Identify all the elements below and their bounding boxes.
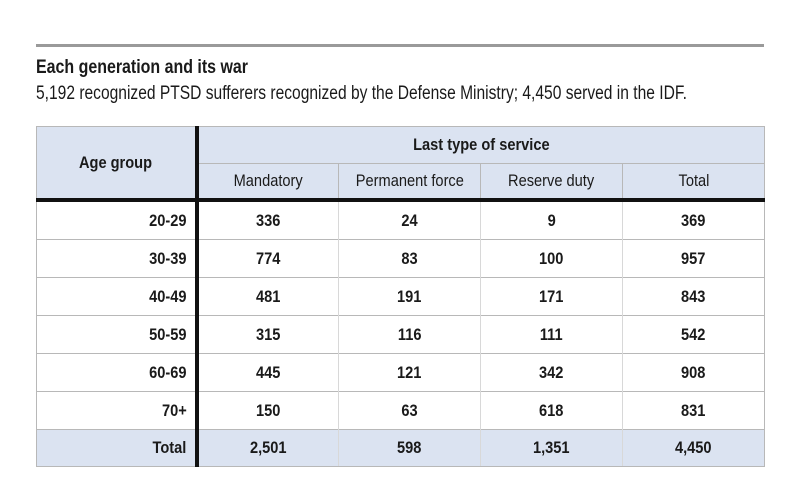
chart-title: Each generation and its war [36, 57, 248, 78]
top-rule [36, 44, 764, 47]
cell-value: 24 [401, 210, 418, 230]
value-cell: 843 [622, 277, 765, 316]
cell-value: 100 [539, 248, 564, 268]
value-cell: 83 [338, 239, 481, 278]
value-cell: 342 [480, 353, 623, 392]
chart-subtitle: 5,192 recognized PTSD sufferers recogniz… [36, 83, 687, 104]
table-row: 40-49 481 191 171 843 [36, 277, 765, 316]
cell-value: 121 [397, 362, 422, 382]
cell-value: 171 [539, 286, 564, 306]
cell-value: 598 [397, 438, 422, 457]
cell-value: 111 [540, 324, 563, 344]
column-header-mandatory: Mandatory [196, 163, 339, 200]
cell-value: 369 [681, 210, 706, 230]
value-cell: 2,501 [196, 429, 339, 467]
value-cell: 369 [622, 198, 765, 240]
value-cell: 445 [196, 353, 339, 392]
value-cell: 618 [480, 391, 623, 430]
value-cell: 774 [196, 239, 339, 278]
table-row: 60-69 445 121 342 908 [36, 353, 765, 392]
value-cell: 481 [196, 277, 339, 316]
cell-value: 831 [681, 400, 706, 420]
row-label-cell: 70+ [36, 391, 199, 430]
value-cell: 957 [622, 239, 765, 278]
cell-value: 336 [256, 210, 281, 230]
cell-value: 957 [681, 248, 706, 268]
table-row: 70+ 150 63 618 831 [36, 391, 765, 430]
header-row-group: Age group Last type of service [36, 126, 765, 201]
cell-value: 4,450 [675, 438, 712, 457]
column-header-label: Permanent force [355, 171, 464, 190]
cell-value: 843 [681, 286, 706, 306]
value-cell: 111 [480, 315, 623, 354]
cell-value: 542 [681, 324, 706, 344]
cell-value: 116 [397, 324, 422, 344]
row-label: 20-29 [149, 210, 187, 230]
cell-value: 481 [256, 286, 281, 306]
value-cell: 336 [196, 198, 339, 240]
value-cell: 121 [338, 353, 481, 392]
value-cell: 315 [196, 315, 339, 354]
cell-value: 618 [539, 400, 564, 420]
total-row: Total 2,501 598 1,351 4,450 [36, 429, 765, 467]
value-cell: 171 [480, 277, 623, 316]
row-label: 60-69 [149, 362, 187, 382]
column-group-header: Last type of service [196, 126, 765, 164]
row-label-cell: 30-39 [36, 239, 199, 278]
column-header-reserve-duty: Reserve duty [480, 163, 623, 200]
column-group-label: Last type of service [412, 135, 550, 154]
row-label-cell: 50-59 [36, 315, 199, 354]
cell-value: 774 [256, 248, 281, 268]
value-cell: 100 [480, 239, 623, 278]
row-label: 50-59 [149, 324, 187, 344]
value-cell: 598 [338, 429, 481, 467]
cell-value: 2,501 [249, 438, 287, 457]
row-label: 40-49 [149, 286, 187, 306]
cell-value: 342 [539, 362, 564, 382]
table-body: 20-29 336 24 9 369 30-39 774 83 100 957 40-49 481 19… [36, 198, 765, 467]
cell-value: 191 [397, 286, 422, 306]
row-label: 70+ [161, 400, 187, 420]
cell-value: 63 [401, 400, 418, 420]
value-cell: 9 [480, 198, 623, 240]
row-label-cell: Total [36, 429, 199, 467]
cell-value: 9 [547, 210, 556, 230]
column-header-label: Reserve duty [508, 171, 595, 190]
value-cell: 4,450 [622, 429, 765, 467]
column-header-permanent-force: Permanent force [338, 163, 481, 200]
cell-value: 83 [401, 248, 418, 268]
cell-value: 1,351 [533, 438, 570, 457]
value-cell: 542 [622, 315, 765, 354]
row-header-cell: Age group [36, 126, 199, 201]
cell-value: 315 [256, 324, 281, 344]
value-cell: 908 [622, 353, 765, 392]
column-header-total: Total [622, 163, 765, 200]
cell-value: 908 [681, 362, 706, 382]
column-header-label: Total [678, 171, 709, 190]
value-cell: 150 [196, 391, 339, 430]
row-label-cell: 20-29 [36, 198, 199, 240]
row-header-label: Age group [79, 152, 153, 172]
column-header-label: Mandatory [233, 171, 303, 190]
row-label: Total [152, 438, 187, 457]
row-label-cell: 40-49 [36, 277, 199, 316]
value-cell: 116 [338, 315, 481, 354]
table-row: 20-29 336 24 9 369 [36, 198, 765, 240]
value-cell: 831 [622, 391, 765, 430]
value-cell: 1,351 [480, 429, 623, 467]
table-row: 30-39 774 83 100 957 [36, 239, 765, 278]
header-row-columns: Mandatory Permanent force Reserve duty Tota… [36, 163, 765, 200]
row-label: 30-39 [149, 248, 187, 268]
data-table-container: Age group Last type of service Mandatory… [36, 126, 765, 467]
row-label-cell: 60-69 [36, 353, 199, 392]
value-cell: 24 [338, 198, 481, 240]
table-row: 50-59 315 116 111 542 [36, 315, 765, 354]
cell-value: 150 [256, 400, 281, 420]
value-cell: 63 [338, 391, 481, 430]
data-table: Age group Last type of service Mandatory… [36, 126, 765, 467]
value-cell: 191 [338, 277, 481, 316]
cell-value: 445 [256, 362, 281, 382]
